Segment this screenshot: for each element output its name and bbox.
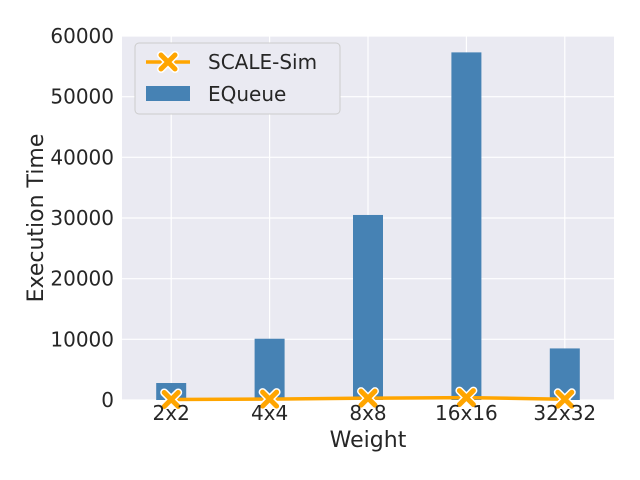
x-axis-label: Weight	[330, 428, 407, 453]
scale-sim-marker-8x8	[357, 387, 379, 410]
x-tick-label: 2x2	[153, 401, 190, 425]
x-tick-label: 32x32	[533, 401, 596, 425]
y-tick-label: 60000	[50, 24, 114, 48]
x-ticks: 2x2 4x4 8x8 16x16 32x32	[153, 401, 597, 425]
legend-bar-swatch	[146, 86, 190, 101]
scale-sim-marker-2x2	[160, 388, 183, 411]
y-axis-label: Execution Time	[24, 134, 49, 303]
y-tick-label: 50000	[50, 85, 114, 109]
x-tick-label: 8x8	[349, 401, 386, 425]
scale-sim-marker-4x4	[258, 388, 281, 411]
y-tick-label: 20000	[50, 267, 114, 291]
legend-label-equeue: EQueue	[208, 82, 286, 106]
legend: SCALE-Sim EQueue	[134, 42, 341, 115]
y-tick-label: 0	[101, 388, 114, 412]
y-tick-label: 30000	[50, 206, 114, 230]
y-ticks: 0 10000 20000 30000 40000 50000 60000	[50, 24, 114, 412]
scale-sim-marker-32x32	[553, 388, 576, 411]
scale-sim-marker-16x16	[455, 386, 478, 409]
line-series	[160, 386, 576, 411]
y-tick-label: 10000	[50, 327, 114, 351]
y-tick-label: 40000	[50, 145, 114, 169]
legend-x-marker-icon	[157, 51, 179, 73]
bar-16x16	[451, 52, 482, 400]
x-tick-label: 4x4	[251, 401, 288, 425]
legend-label-scale-sim: SCALE-Sim	[208, 50, 317, 74]
bar-8x8	[353, 214, 383, 400]
x-tick-label: 16x16	[435, 401, 498, 425]
